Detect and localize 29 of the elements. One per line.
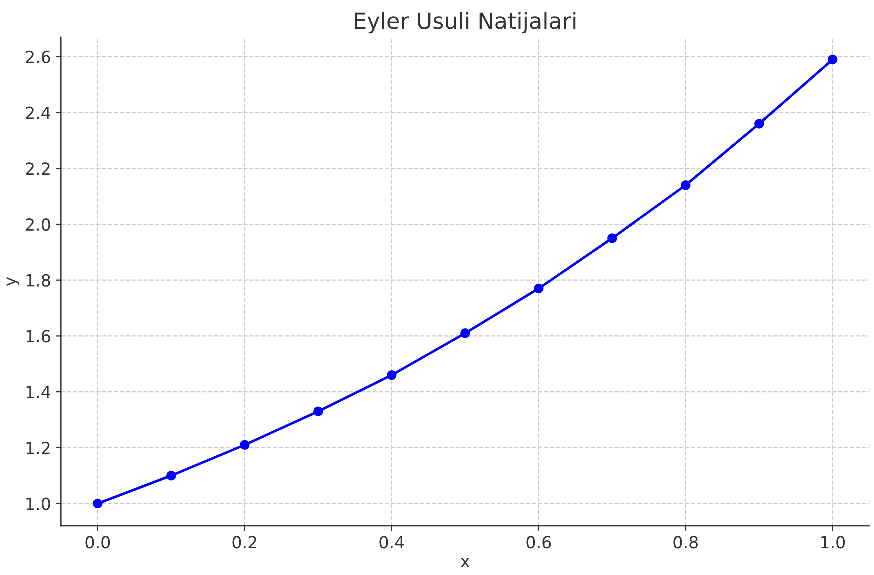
x-tick-label: 0.0 (86, 536, 110, 549)
point (387, 370, 397, 380)
y-tick-label: 2.4 (26, 106, 51, 120)
x-tick-label: 0.4 (380, 536, 404, 549)
x-tick-label: 0.6 (526, 536, 552, 549)
y-tick-label: 1.0 (26, 498, 50, 510)
x-tick-label: 0.2 (232, 536, 257, 549)
x-axis-title: x (460, 558, 470, 568)
x-tick-label: 1.0 (821, 536, 846, 549)
y-tick-label: 2.2 (26, 162, 50, 175)
point (460, 328, 470, 338)
point (534, 284, 544, 294)
y-tick-label: 1.6 (26, 330, 50, 343)
point (314, 406, 324, 416)
chart-title: Eyler Usuli Natijalari (355, 12, 576, 34)
y-tick-label: 2.0 (26, 218, 50, 232)
y-axis-title: y (6, 277, 20, 286)
y-tick-label: 1.8 (26, 274, 50, 287)
point (754, 119, 764, 129)
point (608, 234, 618, 244)
y-tick-label: 1.2 (26, 442, 50, 454)
point (166, 470, 176, 481)
y-tick-label: 2.6 (26, 50, 50, 64)
point (681, 180, 691, 190)
point (93, 498, 103, 509)
y-tick-label: 1.4 (26, 386, 51, 398)
x-tick-label: 0.8 (674, 536, 698, 549)
point (828, 54, 838, 65)
point (240, 440, 250, 450)
